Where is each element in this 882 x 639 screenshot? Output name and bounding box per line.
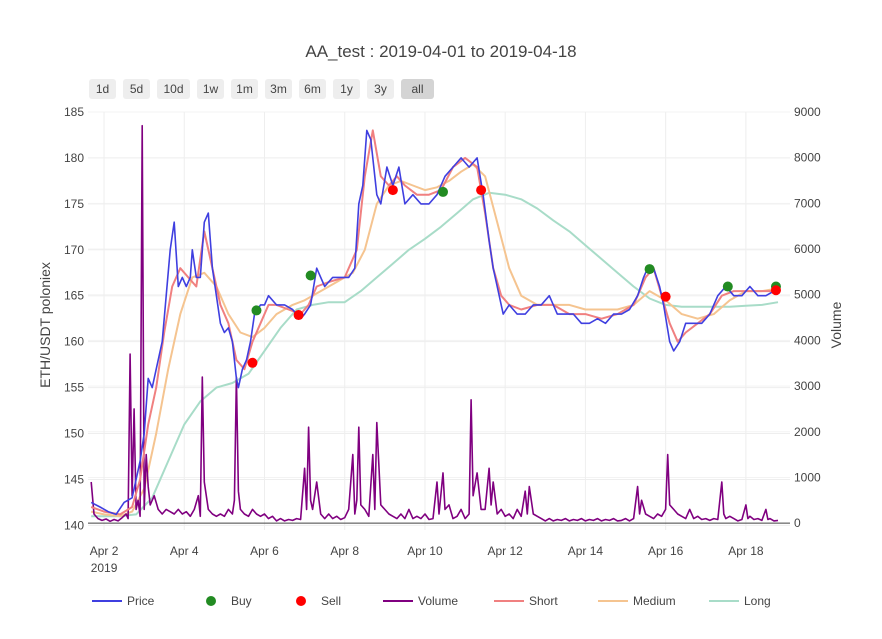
y-axis-title: ETH/USDT poloniex xyxy=(37,262,53,388)
legend-item-short[interactable]: Short xyxy=(494,593,558,609)
legend-label: Medium xyxy=(633,594,676,608)
y2-axis-title: Volume xyxy=(828,301,844,348)
legend-label: Sell xyxy=(321,594,342,608)
x-tick-label: Apr 10 xyxy=(407,544,443,558)
x-tick-label: Apr 8 xyxy=(330,544,359,558)
x-tick-label: Apr 4 xyxy=(170,544,199,558)
sell-marker xyxy=(247,357,258,368)
buy-marker xyxy=(251,305,262,316)
sell-marker xyxy=(770,285,781,296)
y-tick-label: 170 xyxy=(64,243,84,257)
x-axis: Apr 2 2019 Apr 4 Apr 6 Apr 8 Apr 10 Apr 12 Apr … xyxy=(90,544,764,575)
range-button-1w[interactable]: 1w xyxy=(197,79,224,99)
legend-swatch-mark xyxy=(709,600,739,602)
y2-tick-label: 3000 xyxy=(794,379,821,393)
x-tick-label: Apr 14 xyxy=(568,544,604,558)
y2-tick-label: 6000 xyxy=(794,242,821,256)
x-tick-sublabel: 2019 xyxy=(91,561,118,575)
legend-label: Short xyxy=(529,594,558,608)
y-tick-label: 145 xyxy=(64,472,84,486)
legend-swatch xyxy=(286,593,316,609)
legend-swatch xyxy=(598,593,628,609)
y2-tick-label: 9000 xyxy=(794,105,821,119)
y2-tick-label: 7000 xyxy=(794,196,821,210)
y-tick-label: 140 xyxy=(64,518,84,532)
legend-label: Long xyxy=(744,594,771,608)
x-tick-label: Apr 16 xyxy=(648,544,684,558)
y-axis-right: 0 1000 2000 3000 4000 5000 6000 7000 8000 9000 xyxy=(794,105,821,530)
x-tick-label: Apr 12 xyxy=(488,544,524,558)
y-tick-label: 155 xyxy=(64,381,84,395)
y-tick-label: 150 xyxy=(64,427,84,441)
y-tick-label: 180 xyxy=(64,151,84,165)
sell-marker xyxy=(476,185,487,196)
y2-tick-label: 1000 xyxy=(794,470,821,484)
legend-item-sell[interactable]: Sell xyxy=(286,593,341,609)
legend-item-medium[interactable]: Medium xyxy=(598,593,676,609)
legend-swatch-mark xyxy=(92,600,122,602)
legend-item-price[interactable]: Price xyxy=(92,593,154,609)
long-line xyxy=(91,191,779,518)
chart-title: AA_test : 2019-04-01 to 2019-04-18 xyxy=(305,42,576,61)
legend-item-buy[interactable]: Buy xyxy=(196,593,252,609)
range-button-3m[interactable]: 3m xyxy=(265,79,292,99)
legend-swatch xyxy=(196,593,226,609)
grid-lines xyxy=(88,111,790,530)
x-tick-label: Apr 2 xyxy=(90,544,119,558)
buy-marker xyxy=(722,281,733,292)
y2-tick-label: 2000 xyxy=(794,425,821,439)
volume-line xyxy=(90,124,779,523)
x-tick-label: Apr 6 xyxy=(250,544,279,558)
legend-label: Price xyxy=(127,594,155,608)
range-button-10d[interactable]: 10d xyxy=(157,79,190,99)
y2-tick-label: 4000 xyxy=(794,333,821,347)
range-button-3y[interactable]: 3y xyxy=(367,79,394,99)
legend-swatch xyxy=(494,593,524,609)
sell-marker xyxy=(660,291,671,302)
legend-label: Volume xyxy=(418,594,459,608)
y-tick-label: 160 xyxy=(64,335,84,349)
series-layer xyxy=(90,124,781,523)
y-tick-label: 165 xyxy=(64,289,84,303)
y-axis-left: 140 145 150 155 160 165 170 175 180 185 xyxy=(64,105,84,532)
legend-swatch-mark xyxy=(206,596,216,606)
range-button-5d[interactable]: 5d xyxy=(123,79,150,99)
legend-label: Buy xyxy=(231,594,252,608)
y2-tick-label: 0 xyxy=(794,516,801,530)
legend-swatch-mark xyxy=(494,600,524,602)
y-tick-label: 175 xyxy=(64,197,84,211)
range-button-1y[interactable]: 1y xyxy=(333,79,360,99)
y2-tick-label: 8000 xyxy=(794,151,821,165)
range-button-6m[interactable]: 6m xyxy=(299,79,326,99)
range-button-1d[interactable]: 1d xyxy=(89,79,116,99)
y-tick-label: 185 xyxy=(64,105,84,119)
legend-swatch xyxy=(709,593,739,609)
legend-swatch xyxy=(383,593,413,609)
buy-marker xyxy=(305,270,316,281)
y2-tick-label: 5000 xyxy=(794,288,821,302)
legend-swatch-mark xyxy=(598,600,628,602)
x-tick-label: Apr 18 xyxy=(728,544,764,558)
legend-swatch xyxy=(92,593,122,609)
buy-marker xyxy=(438,186,449,197)
sell-marker xyxy=(387,185,398,196)
sell-marker xyxy=(293,310,304,321)
range-button-1m[interactable]: 1m xyxy=(231,79,258,99)
legend-item-long[interactable]: Long xyxy=(709,593,771,609)
legend-swatch-mark xyxy=(383,600,413,602)
buy-marker xyxy=(644,264,655,275)
legend-item-volume[interactable]: Volume xyxy=(383,593,458,609)
range-button-all[interactable]: all xyxy=(401,79,434,99)
legend-swatch-mark xyxy=(296,596,306,606)
